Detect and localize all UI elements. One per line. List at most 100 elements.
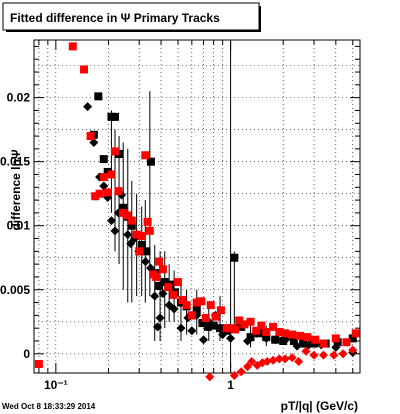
data-point-square <box>348 334 357 343</box>
data-point-square <box>119 203 128 212</box>
data-point-square <box>246 317 255 326</box>
data-point-diamond <box>110 226 120 236</box>
data-point-diamond <box>199 335 209 345</box>
data-point-square <box>279 336 288 345</box>
data-point-square <box>143 217 152 226</box>
data-point-diamond <box>153 322 163 332</box>
data-point-square <box>187 311 196 320</box>
data-point-square <box>86 132 95 141</box>
data-point-square <box>114 187 123 196</box>
data-point-square <box>226 324 235 333</box>
data-point-diamond <box>106 216 116 226</box>
data-point-diamond <box>262 356 272 366</box>
data-point-diamond <box>169 304 179 314</box>
data-point-square <box>296 331 305 340</box>
data-point-square <box>198 319 207 328</box>
data-point-square <box>211 312 220 321</box>
data-point-diamond <box>99 181 109 191</box>
data-point-square <box>173 278 182 287</box>
data-point-square <box>231 325 240 334</box>
data-point-square <box>164 283 173 292</box>
data-point-diamond <box>329 350 339 360</box>
data-point-square <box>110 147 119 156</box>
data-point-square <box>68 42 77 51</box>
data-point-diamond <box>205 372 215 382</box>
data-point-square <box>118 208 127 217</box>
data-point-square <box>209 321 218 330</box>
data-point-square <box>192 298 201 307</box>
data-point-square <box>99 173 108 182</box>
data-point-square <box>107 170 116 179</box>
data-point-square <box>137 231 146 240</box>
data-point-diamond <box>158 289 168 299</box>
data-point-square <box>145 226 154 235</box>
data-point-diamond <box>280 354 290 364</box>
data-point-diamond <box>236 367 246 377</box>
data-point-square <box>110 112 119 121</box>
title-box-shadow-right <box>259 6 261 32</box>
data-point-square <box>123 211 132 220</box>
data-point-square <box>132 230 141 239</box>
data-point-diamond <box>229 371 239 381</box>
data-point-square <box>262 328 271 337</box>
data-point-diamond <box>301 346 311 356</box>
x-tick-label: 10⁻¹ <box>44 378 68 392</box>
data-point-diamond <box>83 102 93 112</box>
data-point-diamond <box>287 353 297 363</box>
y-tick-label: 0.015 <box>0 155 30 169</box>
data-point-square <box>103 188 112 197</box>
y-tick-label: 0.005 <box>0 283 30 297</box>
data-point-square <box>311 335 320 344</box>
data-point-square <box>319 339 328 348</box>
data-point-square <box>99 155 108 164</box>
data-point-diamond <box>338 349 348 359</box>
plot-frame <box>33 39 361 374</box>
data-point-square <box>182 301 191 310</box>
data-point-square <box>246 333 255 342</box>
chart-title: Fitted difference in Ψ Primary Tracks <box>10 11 220 25</box>
data-point-diamond <box>187 326 197 336</box>
data-point-diamond <box>274 354 284 364</box>
data-point-diamond <box>268 355 278 365</box>
data-point-diamond <box>141 257 151 267</box>
y-tick-label: 0 <box>23 347 30 361</box>
data-point-diamond <box>155 313 165 323</box>
data-point-square <box>160 278 169 287</box>
data-point-diamond <box>123 230 133 240</box>
data-point-square <box>80 65 89 74</box>
data-point-square <box>216 306 225 315</box>
data-point-square <box>269 322 278 331</box>
data-point-square <box>342 338 351 347</box>
axis-ticks: 10⁻¹ 1 0 0.005 0.01 0.015 0.02 <box>0 40 360 392</box>
y-axis-label: difference lnΨ <box>9 149 23 230</box>
data-point-square <box>127 216 136 225</box>
data-point-square <box>135 247 144 256</box>
data-point-square <box>95 189 104 198</box>
data-point-diamond <box>294 356 304 366</box>
data-point-diamond <box>243 362 253 372</box>
data-point-diamond <box>348 345 358 355</box>
data-point-square <box>155 281 164 290</box>
data-point-square <box>115 149 124 158</box>
data-point-square <box>155 257 164 266</box>
data-point-square <box>94 92 103 101</box>
data-point-diamond <box>318 350 328 360</box>
data-point-square <box>137 240 146 249</box>
y-tick-label: 0.01 <box>7 219 31 233</box>
data-point-square <box>197 297 206 306</box>
data-point-diamond <box>226 333 236 343</box>
data-point-square <box>289 336 298 345</box>
y-tick-label: 0.02 <box>7 91 31 105</box>
data-markers <box>34 42 360 382</box>
data-point-square <box>288 330 297 339</box>
data-point-square <box>91 192 100 201</box>
data-point-diamond <box>309 350 319 360</box>
data-point-square <box>299 339 308 348</box>
data-point-square <box>141 151 150 160</box>
data-point-square <box>303 333 312 342</box>
data-point-square <box>216 324 225 333</box>
data-point-square <box>351 329 360 338</box>
data-point-square <box>235 316 244 325</box>
data-point-square <box>34 360 43 369</box>
